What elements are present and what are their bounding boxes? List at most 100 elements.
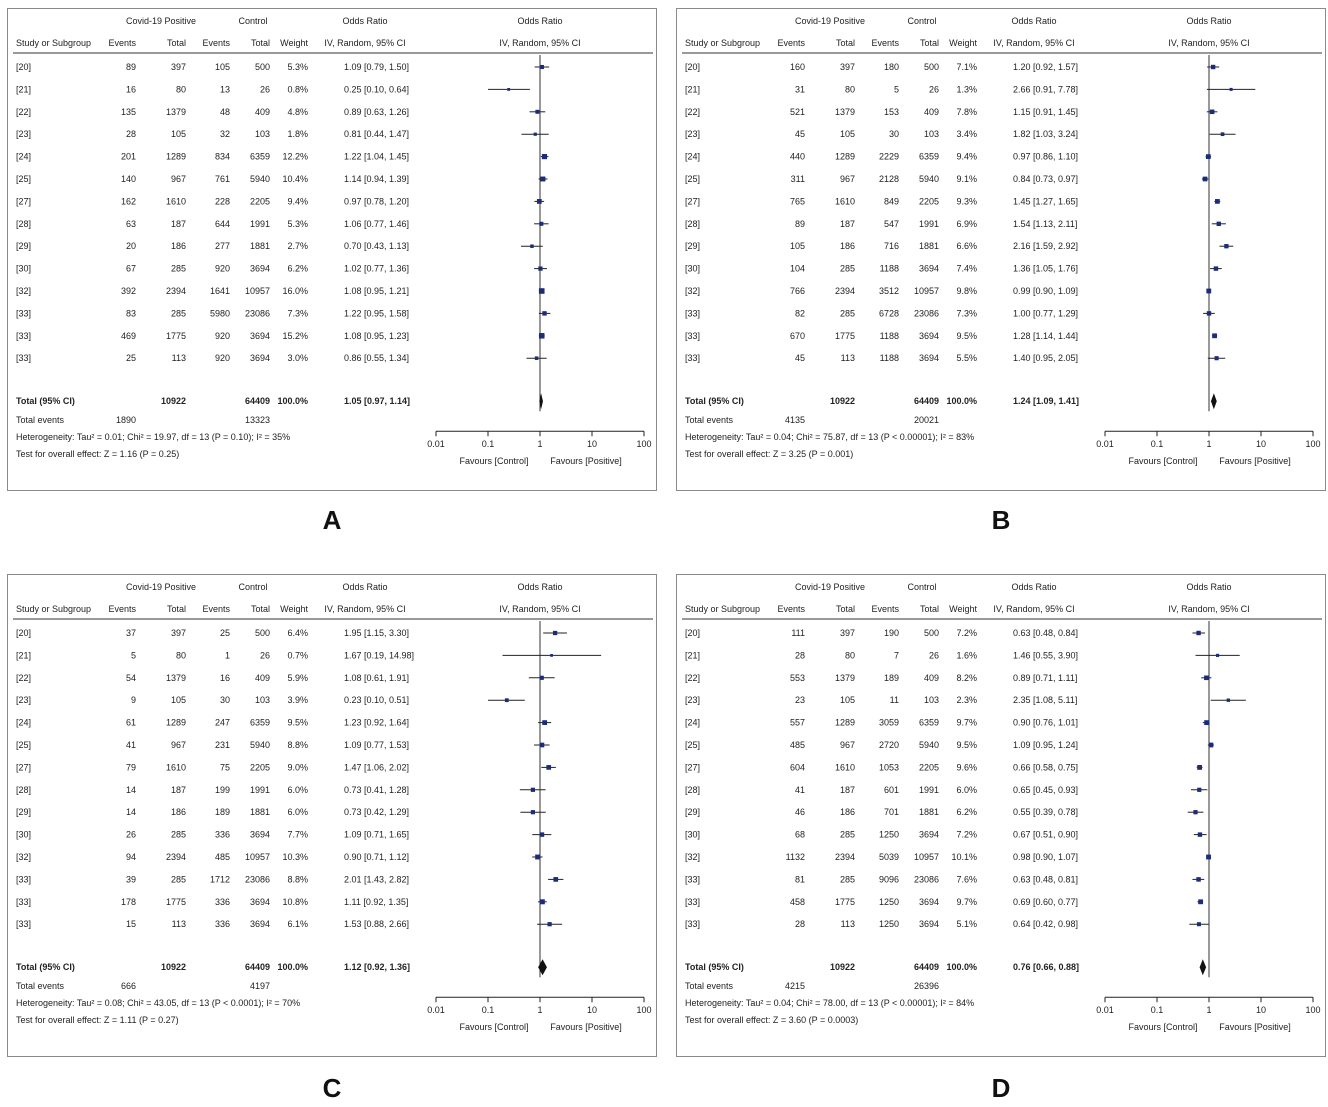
x-tick-label: 10 bbox=[587, 439, 597, 449]
study-weight: 10.1% bbox=[951, 852, 977, 862]
odds-ratio-ci: 0.89 [0.63, 1.26] bbox=[344, 107, 409, 117]
total-positive: 105 bbox=[171, 695, 186, 705]
study-row: [21] 5 80 1 26 0.7% 1.67 [0.19, 14.98] bbox=[16, 650, 602, 660]
study-id: [23] bbox=[685, 695, 700, 705]
total-positive: 285 bbox=[171, 308, 186, 318]
odds-ratio-ci: 0.97 [0.86, 1.10] bbox=[1013, 152, 1078, 162]
total-control: 103 bbox=[924, 695, 939, 705]
x-tick-label: 0.1 bbox=[1151, 1005, 1164, 1015]
odds-ratio-ci: 0.86 [0.55, 1.34] bbox=[344, 353, 409, 363]
study-row: [30] 67 285 920 3694 6.2% 1.02 [0.77, 1.36] bbox=[16, 264, 547, 274]
study-row: [22] 553 1379 189 409 8.2% 0.89 [0.71, 1.11] bbox=[685, 673, 1212, 683]
pooled-diamond bbox=[539, 393, 543, 410]
total-control: 23086 bbox=[914, 874, 939, 884]
study-row: [21] 28 80 7 26 1.6% 1.46 [0.55, 3.90] bbox=[685, 650, 1240, 660]
study-weight: 8.2% bbox=[956, 673, 977, 683]
events-control: 1188 bbox=[880, 353, 899, 363]
header-study: Study or Subgroup bbox=[685, 38, 760, 48]
events-control: 13 bbox=[220, 84, 230, 94]
events-positive: 82 bbox=[795, 308, 805, 318]
events-control: 1250 bbox=[879, 919, 899, 929]
study-weight: 3.0% bbox=[287, 353, 308, 363]
events-positive: 469 bbox=[121, 331, 136, 341]
study-weight: 7.3% bbox=[287, 308, 308, 318]
study-weight: 9.4% bbox=[287, 196, 308, 206]
x-tick-label: 100 bbox=[636, 1005, 651, 1015]
x-tick-label: 1 bbox=[537, 439, 542, 449]
heterogeneity-text: Heterogeneity: Tau² = 0.01; Chi² = 19.97… bbox=[16, 432, 290, 442]
odds-ratio-ci: 1.09 [0.77, 1.53] bbox=[344, 740, 409, 750]
favours-control-label: Favours [Control] bbox=[459, 1022, 528, 1032]
events-positive: 9 bbox=[131, 695, 136, 705]
point-estimate bbox=[542, 720, 548, 725]
events-control: 6728 bbox=[879, 308, 899, 318]
events-control: 153 bbox=[884, 107, 899, 117]
point-estimate bbox=[1220, 132, 1225, 137]
overall-effect-text: Test for overall effect: Z = 1.16 (P = 0… bbox=[16, 449, 179, 459]
header-method-plot: IV, Random, 95% CI bbox=[499, 604, 580, 614]
total-control: 1991 bbox=[919, 785, 939, 795]
odds-ratio-ci: 0.99 [0.90, 1.09] bbox=[1013, 286, 1078, 296]
events-positive: 140 bbox=[121, 174, 136, 184]
study-weight: 6.0% bbox=[287, 807, 308, 817]
point-estimate bbox=[539, 832, 545, 837]
events-positive: 201 bbox=[121, 152, 136, 162]
events-control: 199 bbox=[215, 785, 230, 795]
x-tick-label: 10 bbox=[1256, 1005, 1266, 1015]
favours-positive-label: Favours [Positive] bbox=[1219, 1022, 1291, 1032]
header-events-pos: Events bbox=[108, 604, 136, 614]
study-id: [33] bbox=[16, 308, 31, 318]
odds-ratio-ci: 1.47 [1.06, 2.02] bbox=[344, 762, 409, 772]
events-control: 920 bbox=[215, 353, 230, 363]
forest-plot-c: Covid-19 Positive Control Odds Ratio Odds R… bbox=[7, 574, 657, 1057]
point-estimate bbox=[530, 810, 535, 815]
total-control: 500 bbox=[924, 628, 939, 638]
odds-ratio-ci: 1.09 [0.95, 1.24] bbox=[1013, 740, 1078, 750]
point-estimate bbox=[1198, 899, 1204, 905]
events-control: 180 bbox=[884, 62, 899, 72]
total-control: 10957 bbox=[914, 852, 939, 862]
x-tick-label: 1 bbox=[1206, 439, 1211, 449]
total-positive: 1379 bbox=[835, 673, 855, 683]
odds-ratio-ci: 0.98 [0.90, 1.07] bbox=[1013, 852, 1078, 862]
total-control: 23086 bbox=[914, 308, 939, 318]
header-events-ctrl: Events bbox=[871, 38, 899, 48]
study-row: [28] 63 187 644 1991 5.3% 1.06 [0.77, 1.46] bbox=[16, 219, 549, 229]
total-positive: 967 bbox=[840, 174, 855, 184]
total-control: 1991 bbox=[250, 219, 270, 229]
odds-ratio-ci: 1.28 [1.14, 1.44] bbox=[1013, 331, 1078, 341]
point-estimate bbox=[533, 132, 537, 136]
odds-ratio-ci: 1.02 [0.77, 1.36] bbox=[344, 264, 409, 274]
odds-ratio-ci: 0.66 [0.58, 0.75] bbox=[1013, 762, 1078, 772]
events-positive: 111 bbox=[791, 628, 805, 638]
events-positive: 521 bbox=[790, 107, 805, 117]
odds-ratio-ci: 1.82 [1.03, 3.24] bbox=[1013, 129, 1078, 139]
study-id: [28] bbox=[685, 219, 700, 229]
events-control: 30 bbox=[889, 129, 899, 139]
events-control: 5980 bbox=[210, 308, 230, 318]
point-estimate bbox=[1205, 154, 1211, 159]
point-estimate bbox=[1197, 765, 1203, 770]
total-n-positive: 10922 bbox=[161, 396, 186, 406]
panel-caption-b: B bbox=[991, 505, 1011, 535]
total-control: 1881 bbox=[250, 241, 270, 251]
panel-caption-c: C bbox=[322, 1073, 342, 1103]
total-positive: 1610 bbox=[166, 196, 186, 206]
events-positive: 135 bbox=[121, 107, 136, 117]
study-row: [32] 94 2394 485 10957 10.3% 0.90 [0.71, 1.12] bbox=[16, 852, 543, 862]
study-id: [25] bbox=[685, 740, 700, 750]
point-estimate bbox=[1197, 832, 1203, 837]
study-row: [33] 81 285 9096 23086 7.6% 0.63 [0.48, 0.81] bbox=[685, 874, 1205, 884]
study-id: [30] bbox=[685, 264, 700, 274]
total-events-control: 4197 bbox=[250, 981, 270, 991]
study-weight: 5.3% bbox=[287, 62, 308, 72]
total-control: 10957 bbox=[245, 286, 270, 296]
header-events-ctrl: Events bbox=[871, 604, 899, 614]
study-row: [25] 140 967 761 5940 10.4% 1.14 [0.94, 1.39] bbox=[16, 174, 548, 184]
events-control: 716 bbox=[884, 241, 899, 251]
overall-effect-text: Test for overall effect: Z = 3.25 (P = 0… bbox=[685, 449, 853, 459]
total-control: 5940 bbox=[250, 174, 270, 184]
total-control: 2205 bbox=[250, 196, 270, 206]
x-tick-label: 0.01 bbox=[427, 1005, 445, 1015]
total-events-positive: 666 bbox=[121, 981, 136, 991]
